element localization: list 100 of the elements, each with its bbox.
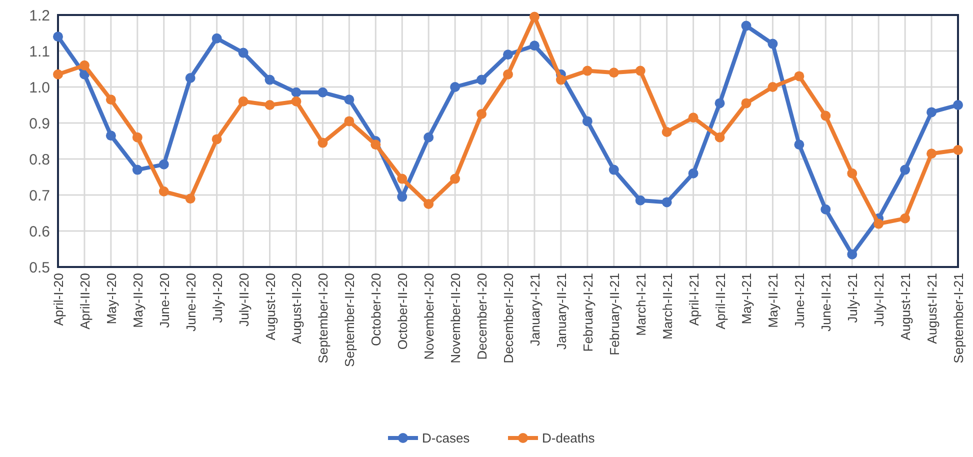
point — [424, 199, 434, 209]
x-tick-label: August-I-20 — [262, 273, 278, 340]
point — [106, 130, 116, 141]
point — [344, 116, 354, 126]
x-tick-label: July-I-21 — [845, 273, 860, 323]
point — [106, 94, 116, 105]
point — [291, 87, 302, 98]
point — [450, 82, 460, 92]
x-tick-label: December-II-20 — [501, 273, 516, 364]
x-tick-label: May-II-20 — [130, 273, 146, 328]
x-tick-label: March-I-21 — [633, 273, 648, 336]
point — [741, 20, 752, 31]
point — [476, 74, 487, 85]
point — [238, 48, 248, 58]
point — [370, 140, 381, 150]
point — [397, 174, 408, 184]
point — [794, 71, 804, 82]
point — [874, 218, 884, 229]
point — [318, 138, 328, 148]
point — [820, 110, 831, 121]
x-tick-label: May-I-21 — [739, 273, 754, 324]
point — [53, 69, 63, 80]
x-tick-label: August-II-20 — [289, 273, 304, 344]
point — [582, 66, 592, 76]
point — [820, 204, 831, 214]
x-tick-label: June-I-21 — [792, 273, 808, 328]
point — [688, 168, 698, 178]
y-tick-label: 0.6 — [29, 223, 50, 240]
point — [158, 159, 169, 170]
x-tick-label: July-I-20 — [210, 273, 225, 323]
point — [688, 112, 698, 123]
x-tick-label: July-II-21 — [872, 273, 887, 326]
point — [714, 98, 725, 108]
point — [476, 109, 487, 119]
point — [264, 100, 275, 110]
x-tick-label: March-II-21 — [660, 273, 675, 340]
legend-label: D-cases — [422, 430, 470, 446]
point — [900, 164, 910, 175]
point — [450, 174, 460, 184]
point — [582, 116, 592, 126]
point — [608, 164, 619, 175]
point — [794, 140, 804, 150]
legend-label: D-deaths — [542, 430, 596, 446]
y-tick-label: 0.8 — [29, 151, 50, 168]
x-tick-label: June-II-21 — [818, 273, 834, 332]
x-tick-label: August-II-21 — [924, 273, 940, 344]
y-tick-label: 0.7 — [29, 187, 50, 204]
x-tick-label: June-II-20 — [183, 273, 198, 332]
point — [212, 134, 222, 144]
y-tick-label: 0.9 — [29, 115, 50, 132]
point — [714, 132, 725, 142]
x-tick-label: September-I-20 — [316, 273, 331, 364]
x-tick-label: October-II-20 — [395, 273, 410, 350]
y-tick-label: 1.1 — [29, 43, 50, 60]
point — [768, 38, 778, 49]
point — [79, 60, 90, 70]
point — [608, 68, 619, 78]
point — [185, 194, 196, 204]
point — [635, 195, 646, 206]
x-tick-label: May-II-21 — [766, 273, 781, 328]
point — [529, 40, 540, 51]
point — [926, 107, 937, 118]
point — [741, 98, 752, 108]
point — [212, 33, 222, 44]
point — [318, 87, 328, 98]
point — [344, 94, 354, 105]
point — [503, 50, 513, 60]
x-tick-label: September-I-21 — [951, 273, 966, 364]
point — [662, 127, 672, 137]
x-tick-label: January-I-21 — [527, 273, 542, 346]
point — [529, 12, 540, 22]
point — [158, 186, 169, 196]
x-tick-label: September-II-20 — [342, 273, 358, 367]
point — [185, 73, 196, 83]
x-tick-label: December-I-20 — [474, 273, 490, 360]
x-tick-label: April-I-21 — [686, 273, 702, 326]
x-tick-label: January-II-21 — [554, 273, 569, 350]
point — [662, 197, 672, 208]
x-tick-label: April-I-20 — [51, 273, 66, 326]
point — [238, 96, 248, 106]
x-tick-label: June-I-20 — [156, 273, 172, 328]
point — [132, 164, 142, 175]
point — [635, 66, 646, 76]
y-tick-label: 1.2 — [29, 7, 50, 24]
point — [132, 132, 142, 142]
point — [900, 213, 910, 224]
point — [53, 32, 63, 42]
point — [264, 74, 275, 85]
x-tick-label: April-II-20 — [77, 273, 92, 330]
point — [847, 168, 858, 178]
point — [953, 100, 963, 110]
point — [397, 192, 408, 202]
point — [556, 74, 566, 85]
point — [953, 145, 963, 155]
x-tick-label: February-II-21 — [606, 273, 622, 356]
point — [768, 82, 778, 92]
x-tick-label: July-II-20 — [236, 273, 252, 326]
x-tick-label: November-II-20 — [448, 273, 464, 364]
x-tick-label: October-I-20 — [368, 273, 384, 346]
point — [424, 132, 434, 142]
